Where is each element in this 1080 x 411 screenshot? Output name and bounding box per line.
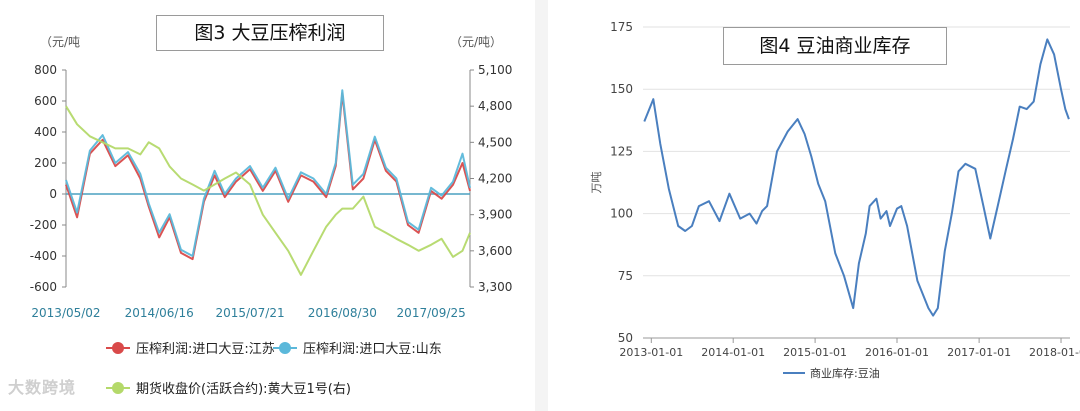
chart3-left-tick-label: -600 [30,280,57,294]
chart4-x-tick-label: 2013-01-01 [619,346,683,359]
chart4-y-axis-label: 万吨 [590,172,603,194]
chart3-title: 图3 大豆压榨利润 [156,15,384,51]
chart3-right-tick-label: 3,900 [478,208,512,222]
chart3-legend-marker-1 [279,342,291,354]
chart3-legend-marker-2 [112,382,124,394]
chart4-panel: 50 75 100 125 150 175 2013-01-01 2014-01-01 2015… [548,0,1080,411]
chart4-y-tick-label: 175 [610,20,633,34]
chart3-left-tick-label: -200 [30,218,57,232]
chart4-title: 图4 豆油商业库存 [723,27,947,65]
chart3-panel: 800 600 400 200 0 -200 -400 -600 5,100 4,800 4,500… [0,0,535,411]
watermark-logo: 大数跨境 [8,378,77,397]
chart3-left-tick-label: 400 [34,125,57,139]
chart4-series-line-0 [643,38,1070,317]
chart3-x-tick-label: 2016/08/30 [308,306,377,320]
chart3-left-tick-label: 0 [49,187,57,201]
chart3-left-tick-label: -400 [30,249,57,263]
chart3-right-tick-label: 5,100 [478,63,512,77]
chart4-y-tick-label: 50 [618,331,633,345]
chart3-right-tick-label: 4,200 [478,172,512,186]
chart3-left-unit: （元/吨 [40,35,81,49]
chart4-legend-label: 商业库存:豆油 [810,366,880,380]
chart3-plot: 800 600 400 200 0 -200 -400 -600 5,100 4,800 4,500… [30,63,513,397]
chart3-x-tick-label: 2013/05/02 [31,306,100,320]
chart3-legend-marker-0 [112,342,124,354]
chart4-y-tick-label: 150 [610,82,633,96]
chart4-x-tick-label: 2017-01-01 [947,346,1011,359]
chart4-y-tick-label: 75 [618,269,633,283]
chart3-legend-label-0: 压榨利润:进口大豆:江苏 [136,341,275,357]
chart3-left-tick-label: 600 [34,94,57,108]
chart3-legend-label-2: 期货收盘价(活跃合约):黄大豆1号(右) [136,381,351,397]
chart4-x-tick-label: 2014-01-01 [701,346,765,359]
chart3-x-tick-label: 2015/07/21 [215,306,284,320]
chart3-left-tick-label: 800 [34,63,57,77]
chart4-y-tick-label: 125 [610,144,633,158]
chart3-left-tick-label: 200 [34,156,57,170]
chart3-x-tick-label: 2014/06/16 [125,306,194,320]
chart4-x-tick-label: 2015-01-01 [783,346,847,359]
chart3-right-tick-label: 3,300 [478,280,512,294]
chart3-right-unit: （元/吨） [450,35,503,49]
chart3-legend-label-1: 压榨利润:进口大豆:山东 [303,341,442,357]
chart3-series-line-0 [65,92,471,261]
chart3-right-tick-label: 4,500 [478,135,512,149]
chart3-series-line-2 [65,105,471,276]
chart3-series-line-1 [65,89,471,257]
chart4-x-tick-label: 2016-01-01 [865,346,929,359]
chart3-x-tick-label: 2017/09/25 [397,306,466,320]
chart3-right-tick-label: 3,600 [478,244,512,258]
chart4-plot: 50 75 100 125 150 175 2013-01-01 2014-01-01 2015… [590,20,1080,380]
chart4-y-tick-label: 100 [610,207,633,221]
chart3-right-tick-label: 4,800 [478,99,512,113]
chart4-x-tick-label: 2018-01-01 [1029,346,1080,359]
